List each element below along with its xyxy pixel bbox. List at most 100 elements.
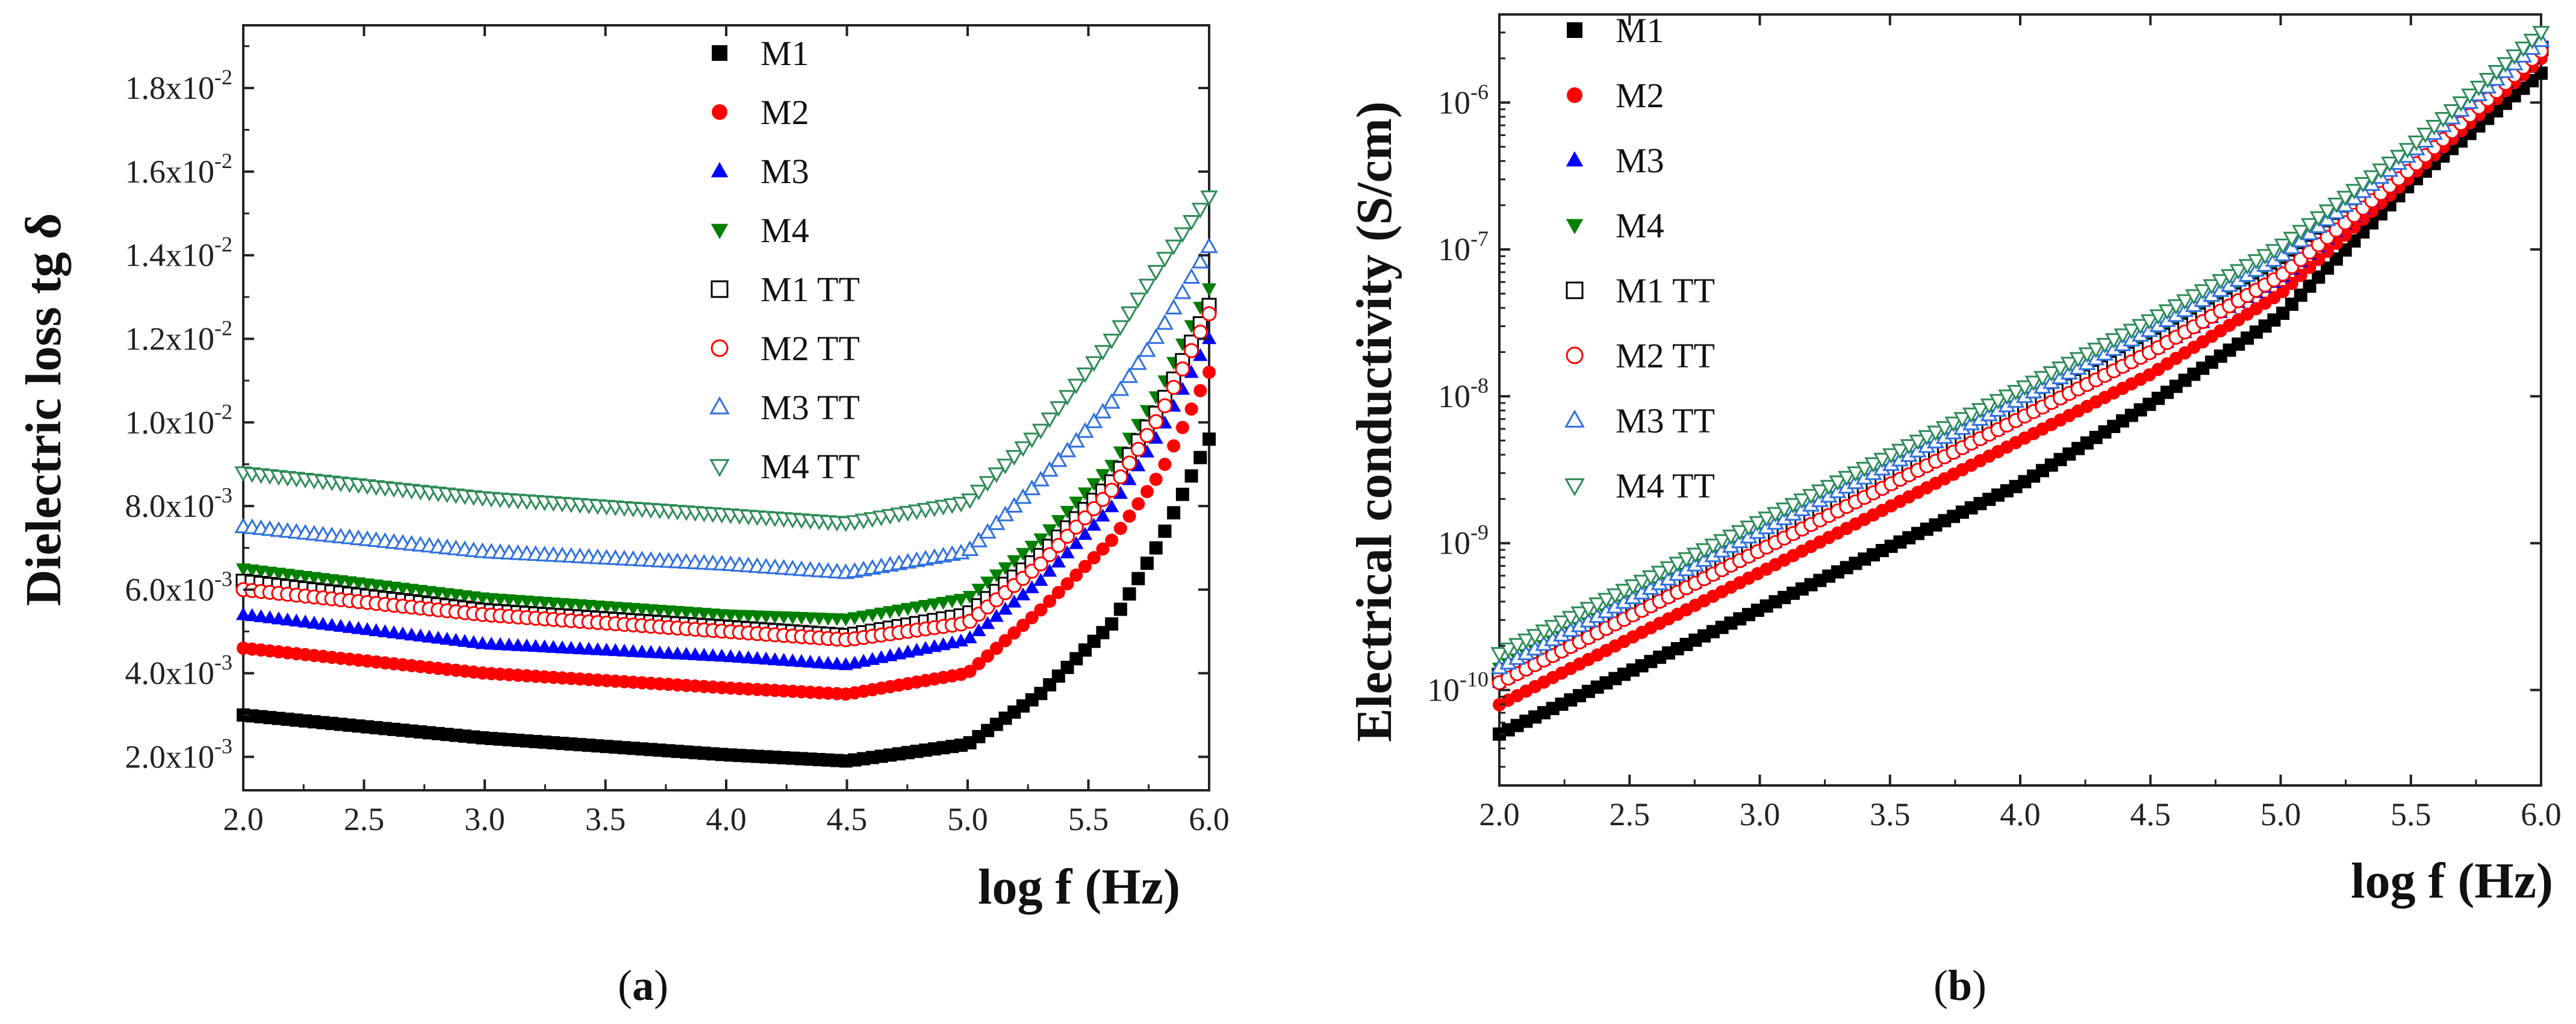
data-point [829, 657, 845, 670]
data-point [1025, 611, 1039, 625]
y-tick-label: 10-6 [1438, 80, 1489, 120]
data-point [980, 616, 995, 629]
data-point [2256, 249, 2274, 265]
y-tick-label: 1.0x10-2 [125, 399, 233, 440]
legend-label: M4 TT [1616, 466, 1715, 505]
data-point [2069, 352, 2087, 368]
data-point [1953, 412, 1971, 428]
data-point [803, 654, 818, 668]
data-point [1138, 341, 1156, 357]
data-point [697, 648, 712, 661]
data-point [271, 611, 286, 625]
data-point [1660, 561, 1678, 577]
data-point [502, 637, 517, 651]
data-point [1105, 617, 1119, 631]
data-point [1174, 227, 1192, 243]
data-point [297, 614, 313, 628]
data-point [325, 617, 340, 631]
legend-marker [1566, 151, 1584, 167]
data-point [1112, 320, 1130, 336]
data-point [2276, 284, 2290, 298]
data-point [945, 595, 960, 608]
data-point [2372, 163, 2390, 180]
data-point [2114, 328, 2132, 345]
data-point [981, 649, 995, 663]
data-point [1094, 345, 1112, 361]
data-point [1784, 498, 1802, 514]
data-point [1900, 439, 1918, 455]
data-point [1156, 314, 1174, 330]
data-point [759, 651, 774, 665]
x-tick-label: 4.5 [2130, 796, 2171, 832]
axis-ticks-a: 2.0 2.5 3.0 3.5 4.0 4.5 5.0 5.5 6.0 2.0x10-3 4.0x1… [125, 25, 1230, 837]
data-point [1129, 292, 1147, 308]
data-point [1042, 547, 1057, 563]
legend-label: M2 [761, 93, 809, 132]
data-point [988, 467, 1006, 483]
data-point [1201, 283, 1217, 296]
data-point [989, 569, 1004, 582]
data-point [1829, 475, 1847, 492]
data-point [1615, 584, 1633, 600]
data-point [705, 648, 721, 661]
data-point [2212, 274, 2230, 290]
y-tick-label: 2.0x10-3 [125, 734, 233, 775]
legend-marker [1566, 219, 1584, 234]
data-point [1766, 507, 1785, 523]
data-point [972, 657, 986, 670]
data-point [1971, 403, 1990, 419]
data-point [1104, 482, 1119, 498]
data-point [1713, 534, 1731, 550]
data-point [1076, 367, 1094, 384]
data-point [1113, 485, 1128, 499]
data-point [528, 638, 543, 652]
data-point [1677, 552, 1696, 568]
legend-label: M1 [761, 34, 809, 73]
data-point [1508, 638, 1526, 654]
data-point [1120, 367, 1139, 383]
legend-marker [1566, 346, 1584, 364]
data-point [1909, 434, 1927, 451]
caption-a-open: ( [618, 961, 632, 1010]
legend-marker [712, 104, 727, 120]
legend-label: M2 TT [1616, 336, 1715, 375]
data-point [962, 590, 977, 604]
data-point [1086, 517, 1101, 531]
data-point [1855, 461, 1873, 478]
legend-label: M3 [761, 152, 809, 191]
data-point [909, 601, 924, 615]
data-point [413, 628, 428, 642]
data-point [1050, 451, 1068, 467]
data-point [1669, 557, 1687, 573]
data-point [732, 649, 747, 663]
data-point [1077, 487, 1093, 501]
data-point [1624, 579, 1642, 595]
data-point [1597, 593, 1616, 609]
data-point [1005, 496, 1023, 513]
legend-label: M4 TT [761, 447, 860, 486]
caption-a-letter: a [632, 961, 654, 1010]
data-point [1570, 606, 1588, 622]
x-tick-label: 5.5 [2391, 796, 2431, 832]
data-point [2176, 294, 2194, 310]
data-point [2452, 96, 2470, 112]
data-point [1749, 516, 1767, 532]
data-point [2514, 41, 2533, 57]
data-point [963, 664, 977, 678]
data-point [1191, 252, 1209, 269]
data-point [2487, 64, 2506, 81]
data-point [440, 631, 455, 645]
data-point [1535, 624, 1553, 640]
data-point [996, 458, 1015, 475]
data-point [581, 642, 597, 655]
data-point [891, 604, 907, 618]
data-point [2318, 204, 2336, 220]
series-m4-tt [234, 190, 1218, 532]
x-tick-label: 2.5 [344, 801, 385, 837]
data-point [2497, 57, 2515, 73]
data-point [573, 641, 588, 655]
y-axis-label-a: Dielectric loss tg δ [16, 213, 72, 606]
data-point [971, 584, 986, 597]
data-point [1704, 539, 1722, 555]
data-point [865, 609, 880, 622]
